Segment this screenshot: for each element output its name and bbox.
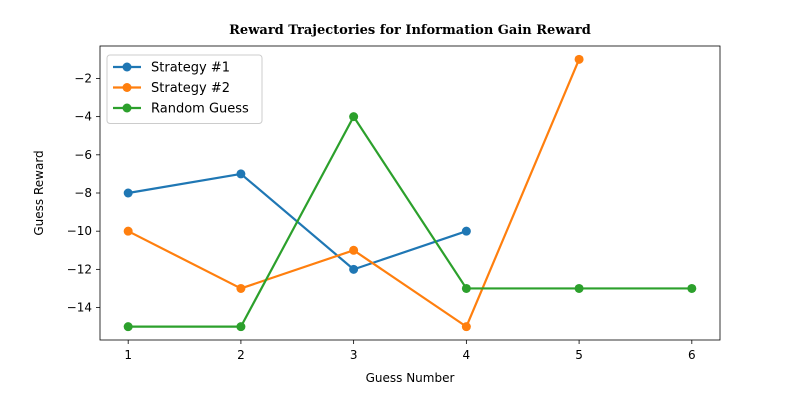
data-point-random-guess [349,112,359,122]
data-point-random-guess [123,322,133,332]
data-point-random-guess [461,283,471,293]
data-point-random-guess [574,283,584,293]
y-tick-label: −2 [74,71,92,85]
y-axis-label: Guess Reward [32,150,46,235]
legend-item: Strategy #2 [113,81,230,96]
y-axis: −14 −12 −10 −8 −6 −4 −2 [67,71,100,315]
chart-title: Reward Trajectories for Information Gain… [229,23,591,38]
data-point-strategy-2 [461,322,471,332]
y-tick-label: −10 [67,224,92,238]
data-point-strategy-2 [349,245,359,255]
series-strategy-2 [123,54,584,332]
data-point-strategy-2 [123,226,133,236]
legend: Strategy #1 Strategy #2 Random Guess [106,54,263,124]
y-tick-label: −12 [67,262,92,276]
x-tick-label: 2 [237,348,245,362]
legend-label: Strategy #2 [151,81,230,96]
data-point-strategy-2 [236,283,246,293]
data-point-strategy-1 [123,188,133,198]
legend-item: Random Guess [113,102,249,117]
data-point-random-guess [687,283,697,293]
legend-label: Random Guess [151,102,249,117]
data-point-strategy-2 [574,54,584,64]
y-tick-label: −14 [67,301,92,315]
legend-swatch-marker [122,62,132,72]
x-axis: 1 2 3 4 5 6 [124,340,696,362]
x-tick-label: 3 [350,348,358,362]
series-line-random-guess [128,115,692,328]
legend-item: Strategy #1 [113,61,230,76]
data-point-strategy-1 [461,226,471,236]
y-tick-label: −6 [74,148,92,162]
legend-label: Strategy #1 [151,61,230,76]
x-tick-label: 4 [463,348,471,362]
x-tick-label: 6 [688,348,696,362]
y-tick-label: −4 [74,110,92,124]
legend-box [106,54,263,124]
data-point-strategy-1 [349,264,359,274]
data-point-random-guess [236,322,246,332]
series-random-guess [123,112,697,332]
series-group [123,54,697,332]
x-tick-label: 1 [124,348,132,362]
data-point-strategy-1 [236,169,246,179]
legend-swatch-marker [122,103,132,113]
y-tick-label: −8 [74,186,92,200]
x-axis-label: Guess Number [366,371,455,385]
legend-swatch-marker [122,83,132,92]
x-tick-label: 5 [575,348,583,362]
